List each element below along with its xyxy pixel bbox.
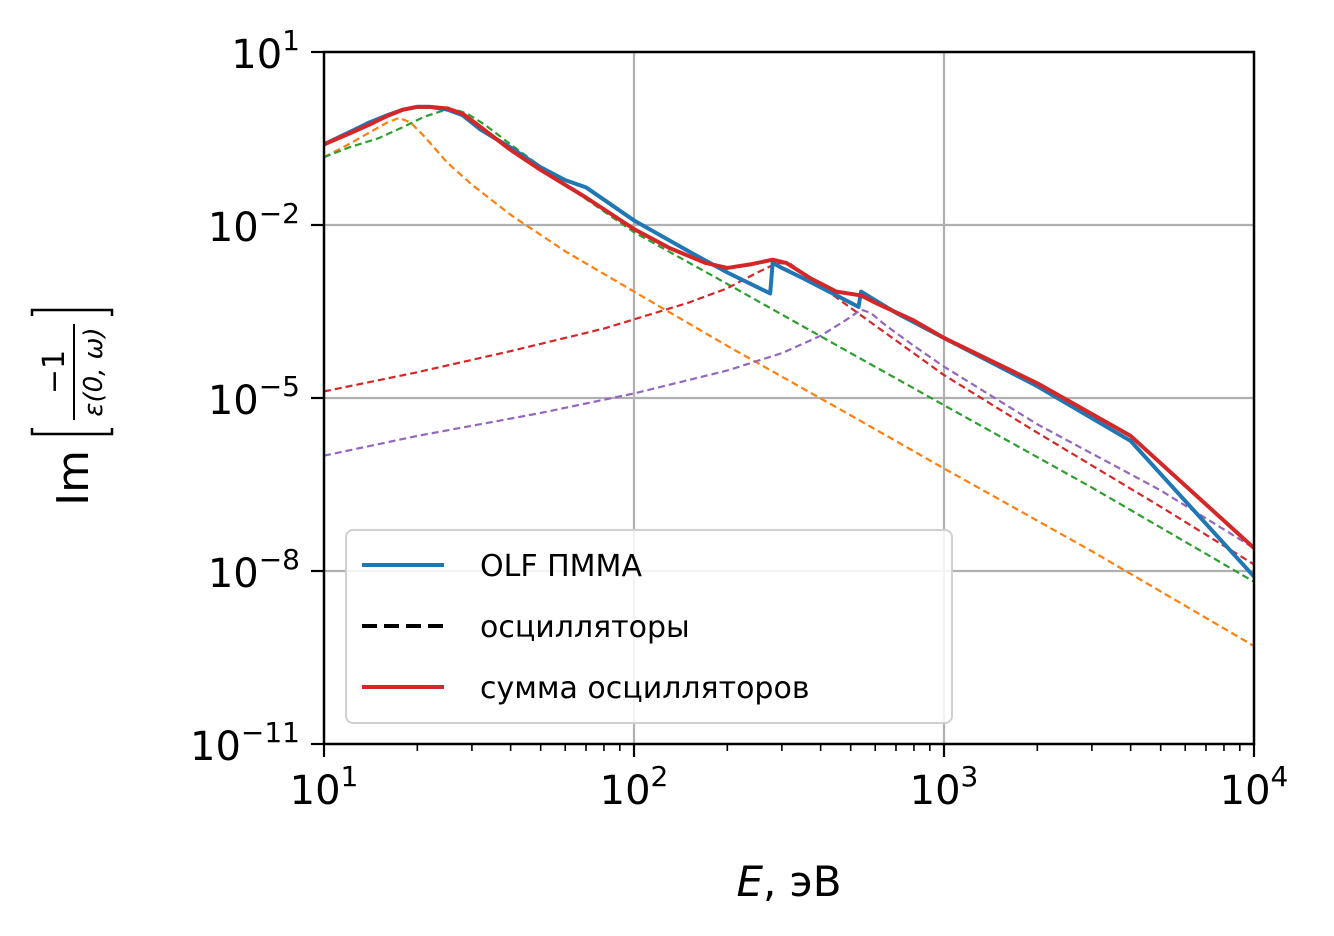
y-axis-label-numerator: −1: [37, 350, 72, 394]
y-tick-exponent: −8: [259, 543, 300, 576]
y-tick-exponent: −5: [259, 370, 300, 403]
x-tick-label: 101: [290, 760, 359, 814]
y-tick-label: 101: [231, 24, 300, 78]
y-axis-label: Im −1 ε(0, ω): [30, 308, 114, 506]
y-tick-base: 10: [231, 32, 282, 78]
x-tick-exponent: 2: [651, 760, 669, 793]
y-tick-base: 10: [208, 378, 259, 424]
y-tick-label: 10−8: [208, 543, 300, 597]
legend-label-sum: сумма осцилляторов: [480, 671, 810, 706]
series-line-1: [324, 104, 1254, 551]
y-tick-label: 10−5: [208, 370, 300, 424]
x-tick-exponent: 3: [961, 760, 979, 793]
x-tick-base: 10: [600, 768, 651, 814]
major-ticks: [311, 50, 1256, 757]
plot-frame: [322, 50, 1256, 746]
legend-label-oscillators: осцилляторы: [480, 610, 690, 645]
x-tick-label: 104: [1220, 760, 1289, 814]
series-line-3: [324, 108, 1254, 583]
y-tick-exponent: 1: [282, 24, 300, 57]
series-line-2: [324, 116, 1254, 647]
y-tick-label: 10−2: [208, 197, 300, 251]
x-tick-base: 10: [290, 768, 341, 814]
x-tick-base: 10: [1220, 768, 1271, 814]
legend-box: [345, 529, 953, 724]
x-axis-label-rest: , эВ: [763, 857, 842, 906]
x-axis-label-italic: E: [736, 857, 763, 906]
series-group: [324, 104, 1254, 647]
x-tick-label: 102: [600, 760, 669, 814]
x-tick-labels: 101 102 103 104: [290, 760, 1289, 814]
y-axis-label-denominator: ε(0, ω): [79, 327, 109, 416]
y-axis-label-bracket-right: [30, 308, 114, 316]
series-line-5: [324, 308, 1254, 549]
x-tick-exponent: 4: [1271, 760, 1289, 793]
x-tick-exponent: 1: [341, 760, 359, 793]
y-tick-exponent: −11: [241, 716, 300, 749]
y-tick-exponent: −2: [259, 197, 300, 230]
legend-label-olf: OLF ПММА: [480, 549, 642, 584]
legend: OLF ПММА осцилляторы сумма осцилляторов: [345, 529, 953, 724]
x-tick-label: 103: [910, 760, 979, 814]
y-axis-label-prefix: Im: [48, 450, 99, 506]
y-tick-base: 10: [190, 724, 241, 770]
x-tick-base: 10: [910, 768, 961, 814]
y-tick-base: 10: [208, 551, 259, 597]
y-tick-base: 10: [208, 205, 259, 251]
x-axis-label: E, эВ: [736, 857, 841, 906]
y-axis-label-bracket-left: [30, 428, 114, 436]
y-tick-label: 10−11: [190, 716, 300, 770]
